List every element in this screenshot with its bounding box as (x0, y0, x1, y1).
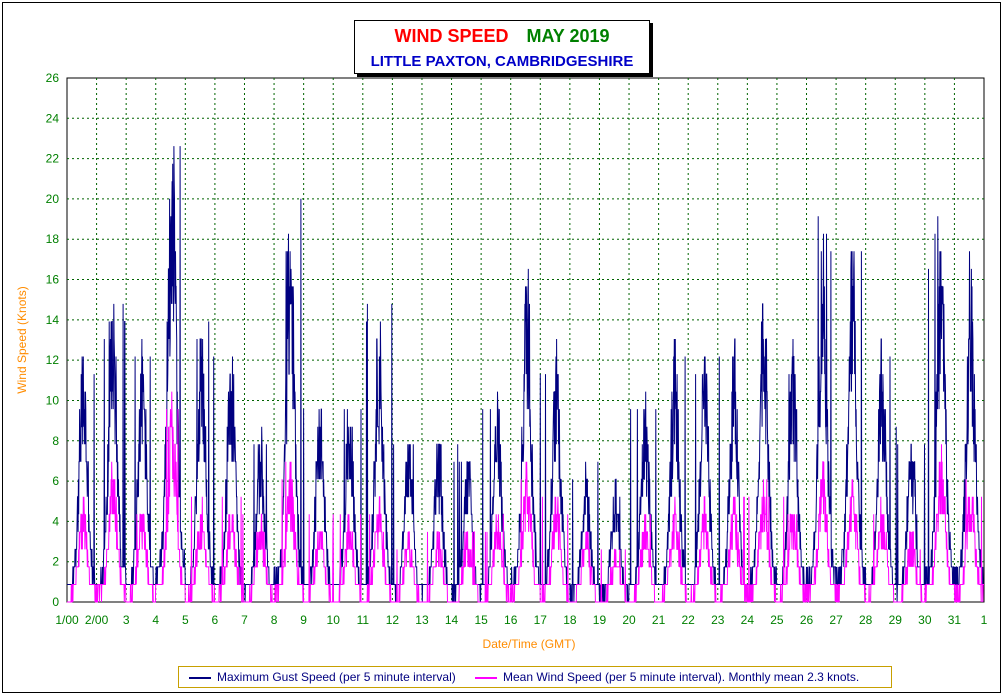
y-tick-label: 24 (46, 111, 60, 125)
legend-item-gust: Maximum Gust Speed (per 5 minute interva… (189, 670, 456, 684)
x-tick-label: 1 (981, 613, 988, 627)
x-tick-label: 14 (445, 613, 459, 627)
x-tick-label: 9 (300, 613, 307, 627)
x-tick-label: 6 (212, 613, 219, 627)
x-tick-label: 17 (534, 613, 548, 627)
x-tick-label: 26 (800, 613, 814, 627)
x-tick-label: 29 (889, 613, 903, 627)
y-tick-label: 12 (46, 353, 60, 367)
x-tick-label: 22 (682, 613, 696, 627)
x-tick-label: 31 (948, 613, 962, 627)
x-tick-label: 27 (829, 613, 843, 627)
x-tick-label: 4 (152, 613, 159, 627)
title-line-1: WIND SPEED MAY 2019 (355, 26, 649, 47)
legend-label-gust: Maximum Gust Speed (per 5 minute interva… (217, 670, 456, 684)
mean-line (67, 391, 984, 603)
x-tick-label: 8 (271, 613, 278, 627)
x-tick-labels: 1/00 2/00 3 4 5 6 7 8 9 10 11 12 13 14 15 16 17 18 19 20 21 2… (55, 613, 987, 627)
legend-label-mean: Mean Wind Speed (per 5 minute interval).… (503, 670, 860, 684)
x-tick-label: 7 (241, 613, 248, 627)
x-tick-label: 28 (859, 613, 873, 627)
legend-item-mean: Mean Wind Speed (per 5 minute interval).… (475, 670, 859, 684)
x-tick-label: 19 (593, 613, 607, 627)
x-tick-label: 13 (415, 613, 429, 627)
x-tick-label: 24 (741, 613, 755, 627)
x-tick-label: 21 (652, 613, 666, 627)
x-tick-label: 3 (123, 613, 130, 627)
x-tick-label: 16 (504, 613, 518, 627)
mean-series (67, 391, 984, 603)
y-tick-label: 10 (46, 393, 60, 407)
x-tick-label: 23 (711, 613, 725, 627)
x-tick-label: 5 (182, 613, 189, 627)
title-location: LITTLE PAXTON, CAMBRIDGESHIRE (370, 53, 634, 70)
x-tick-label: 15 (474, 613, 488, 627)
x-tick-label: 30 (918, 613, 932, 627)
y-tick-label: 26 (46, 71, 60, 85)
chart-legend: Maximum Gust Speed (per 5 minute interva… (178, 666, 892, 688)
y-tick-label: 8 (52, 434, 59, 448)
chart-title-box: WIND SPEED MAY 2019 LITTLE PAXTON, CAMBRI… (354, 20, 650, 74)
y-tick-label: 14 (46, 313, 60, 327)
legend-swatch-mean (475, 676, 497, 679)
x-tick-label: 2/00 (85, 613, 109, 627)
x-tick-label: 12 (386, 613, 400, 627)
x-tick-label: 11 (357, 613, 370, 627)
y-tick-label: 16 (46, 273, 60, 287)
y-axis-title: Wind Speed (Knots) (15, 286, 29, 393)
y-tick-label: 4 (52, 514, 59, 528)
y-tick-label: 18 (46, 232, 60, 246)
y-tick-label: 2 (52, 555, 59, 569)
y-tick-label: 0 (52, 595, 59, 609)
x-tick-label: 1/00 (55, 613, 79, 627)
x-tick-label: 20 (622, 613, 636, 627)
x-axis-title: Date/Time (GMT) (483, 637, 576, 651)
x-tick-label: 25 (770, 613, 784, 627)
title-wind-speed: WIND SPEED (394, 26, 509, 46)
x-tick-label: 18 (563, 613, 577, 627)
y-tick-label: 22 (46, 152, 60, 166)
x-tick-label: 10 (327, 613, 341, 627)
legend-swatch-gust (189, 676, 211, 679)
title-month: MAY 2019 (526, 26, 610, 46)
y-tick-label: 20 (46, 192, 60, 206)
y-tick-label: 6 (52, 474, 59, 488)
